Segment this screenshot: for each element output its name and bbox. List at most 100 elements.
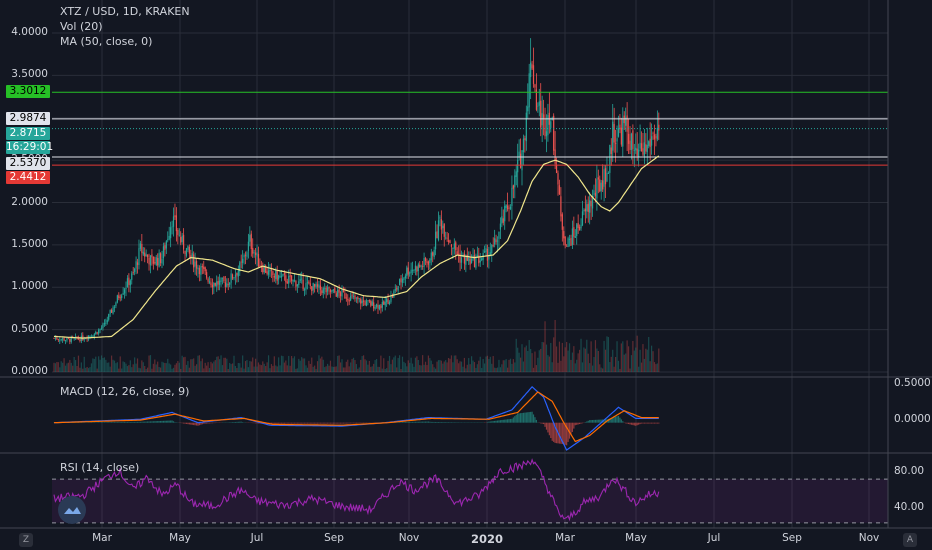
macd-hist-bar [603,419,605,423]
candle-body [399,279,401,286]
volume-bar [574,363,576,372]
volume-bar [305,365,307,372]
volume-bar [430,360,432,372]
candle-body [475,257,477,268]
volume-bar [208,368,211,372]
macd-hist-bar [188,422,190,425]
macd-hist-bar [399,422,401,423]
volume-bar [172,367,175,372]
volume-bar [62,362,64,372]
macd-hist-bar [325,422,327,424]
volume-bars [53,319,660,372]
volume-bar [216,356,218,372]
volume-bar [75,360,77,372]
auto-scale-icon[interactable]: A [903,533,917,547]
volume-bar [570,359,572,372]
candle-body [616,138,618,142]
zoom-icon[interactable]: Z [19,533,33,547]
macd-hist-bar [543,422,545,425]
macd-hist-bar [531,411,533,423]
volume-bar [468,358,470,372]
price-tick-label: 1.0000 [11,280,48,293]
volume-bar [322,359,324,372]
macd-hist-bar [541,422,543,424]
candle-body [649,138,651,147]
volume-bar [53,362,55,372]
volume-bar [118,368,120,372]
macd-hist-bar [495,420,497,423]
candle-body [627,133,630,144]
candle-body [494,238,496,245]
candle-body [226,283,228,287]
volume-bar [338,355,340,372]
candle-body [217,280,219,285]
candle-body [370,300,372,306]
volume-bar [291,356,293,372]
volume-bar [273,356,275,372]
candle-body [216,281,218,287]
volume-bar [339,362,342,372]
candle-body [525,112,527,142]
volume-bar [423,364,425,372]
volume-bar [403,361,405,372]
volume-bar [178,362,180,372]
candle-body [240,261,242,263]
candle-body [517,159,519,173]
macd-hist-bar [236,421,238,423]
macd-hist-bar [409,421,411,423]
macd-hist-bar [417,421,419,423]
candle-body [129,280,131,286]
candle-body [207,278,209,282]
macd-hist-bar [312,422,314,424]
candle-body [440,219,442,230]
candle-body [507,205,509,210]
candle-body [321,290,323,294]
volume-bar [272,365,274,372]
macd-hist-bar [106,422,108,423]
candle-body [331,290,333,292]
macd-hist-bar [518,413,520,423]
candle-body [63,338,65,341]
macd-hist-bar [414,421,417,423]
candle-body [269,269,271,272]
candle-body [227,284,229,286]
candle-body [456,251,458,255]
candle-body [511,187,513,207]
macd-hist-bar [303,422,306,424]
tradingview-logo[interactable] [58,496,86,524]
volume-bar [530,348,532,372]
macd-hist-bar [501,420,503,423]
volume-bar [537,357,539,372]
macd-hist-bar [129,421,131,423]
volume-bar [548,356,550,372]
candle-body [273,276,275,278]
macd-hist-bar [164,420,166,423]
macd-hist-bar [279,422,281,424]
candle-body [161,258,163,264]
candle-body [265,265,267,273]
macd-hist-bar [170,420,172,423]
volume-bar [354,360,356,372]
candle-body [449,240,451,244]
candle-body [172,216,175,227]
volume-bar [289,365,291,372]
macd-hist-bar [158,421,160,423]
candle-body [530,62,532,77]
volume-bar [138,367,140,372]
candle-body [365,300,368,306]
macd-hist-bar [633,422,635,426]
candle-body [329,289,332,293]
candle-body [587,203,589,212]
volume-bar [87,368,90,372]
macd-hist-bar [404,422,406,423]
candle-body [92,336,94,338]
volume-bar [92,358,94,372]
macd-hist-bar [298,422,300,424]
macd-hist-bar [324,422,326,424]
candle-body [407,267,409,275]
macd-hist-bar [586,421,588,423]
macd-hist-bar [555,422,558,444]
volume-bar [327,363,329,372]
volume-bar [213,361,215,372]
candle-body [256,252,258,257]
